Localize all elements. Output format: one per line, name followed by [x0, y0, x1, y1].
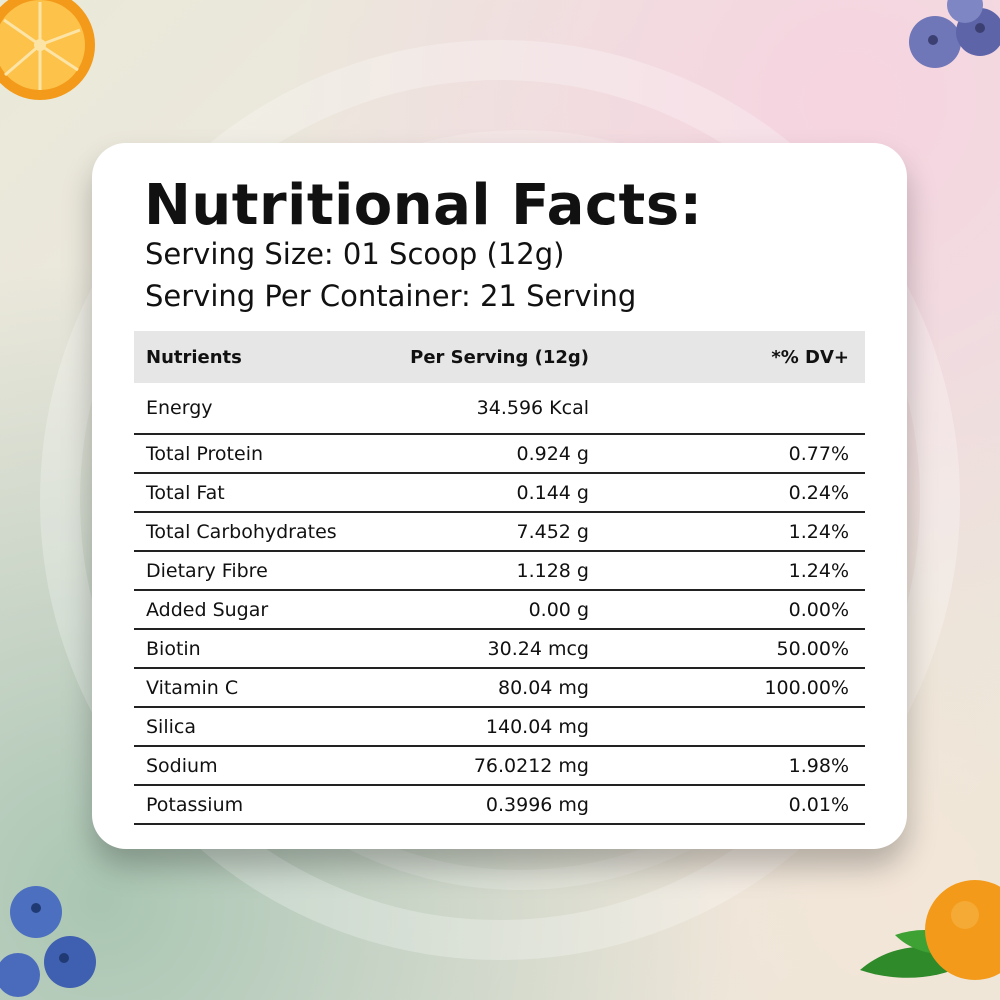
nutrient-name: Biotin — [146, 637, 201, 660]
per-serving-value: 0.00 g — [528, 598, 589, 621]
table-row: Dietary Fibre 1.128 g 1.24% — [134, 552, 865, 591]
table-row: Biotin 30.24 mcg 50.00% — [134, 630, 865, 669]
daily-value-percent: 1.98% — [788, 754, 849, 777]
per-serving-value: 76.0212 mg — [473, 754, 589, 777]
nutrition-table: Nutrients Per Serving (12g) *% DV+ Energ… — [134, 331, 865, 825]
table-row: Total Fat 0.144 g 0.24% — [134, 474, 865, 513]
nutrient-name: Added Sugar — [146, 598, 269, 621]
per-serving-value: 34.596 Kcal — [476, 397, 589, 419]
per-serving-value: 80.04 mg — [497, 676, 589, 699]
daily-value-percent: 0.00% — [788, 598, 849, 621]
servings-per-container: Serving Per Container: 21 Serving — [145, 279, 637, 313]
table-row: Total Carbohydrates 7.452 g 1.24% — [134, 513, 865, 552]
table-row: Sodium 76.0212 mg 1.98% — [134, 747, 865, 786]
daily-value-percent: 1.24% — [788, 559, 849, 582]
nutrient-name: Total Carbohydrates — [146, 520, 337, 543]
nutrient-name: Total Protein — [146, 442, 264, 465]
header-nutrients: Nutrients — [146, 346, 242, 368]
orange-slice-icon — [0, 0, 95, 100]
per-serving-value: 30.24 mcg — [487, 637, 589, 660]
daily-value-percent: 0.01% — [788, 793, 849, 816]
per-serving-value: 0.924 g — [516, 442, 590, 465]
table-row: Energy 34.596 Kcal — [134, 383, 865, 435]
header-dv: *% DV+ — [771, 346, 849, 368]
per-serving-value: 140.04 mg — [485, 715, 589, 738]
nutrient-name: Silica — [146, 715, 196, 738]
header-per-serving: Per Serving (12g) — [410, 346, 589, 368]
daily-value-percent: 50.00% — [776, 637, 849, 660]
nutrient-name: Vitamin C — [146, 676, 239, 699]
blueberries-icon — [0, 886, 96, 997]
orange-with-leaves-icon — [860, 880, 1000, 980]
table-row: Total Protein 0.924 g 0.77% — [134, 435, 865, 474]
table-row: Added Sugar 0.00 g 0.00% — [134, 591, 865, 630]
table-row: Vitamin C 80.04 mg 100.00% — [134, 669, 865, 708]
nutrient-name: Total Fat — [146, 481, 225, 504]
table-header: Nutrients Per Serving (12g) *% DV+ — [134, 331, 865, 383]
nutrition-card: Nutritional Facts: Serving Size: 01 Scoo… — [92, 143, 907, 849]
per-serving-value: 0.3996 mg — [485, 793, 589, 816]
nutrient-name: Sodium — [146, 754, 218, 777]
per-serving-value: 7.452 g — [516, 520, 590, 543]
per-serving-value: 0.144 g — [516, 481, 590, 504]
table-row: Potassium 0.3996 mg 0.01% — [134, 786, 865, 825]
per-serving-value: 1.128 g — [516, 559, 590, 582]
nutrient-name: Dietary Fibre — [146, 559, 268, 582]
nutrition-title: Nutritional Facts: — [144, 173, 703, 238]
serving-size: Serving Size: 01 Scoop (12g) — [145, 237, 565, 271]
daily-value-percent: 0.77% — [788, 442, 849, 465]
table-row: Silica 140.04 mg — [134, 708, 865, 747]
daily-value-percent: 100.00% — [764, 676, 849, 699]
blueberries-icon — [909, 0, 1000, 68]
nutrient-name: Energy — [146, 397, 213, 419]
daily-value-percent: 1.24% — [788, 520, 849, 543]
nutrient-name: Potassium — [146, 793, 244, 816]
daily-value-percent: 0.24% — [788, 481, 849, 504]
